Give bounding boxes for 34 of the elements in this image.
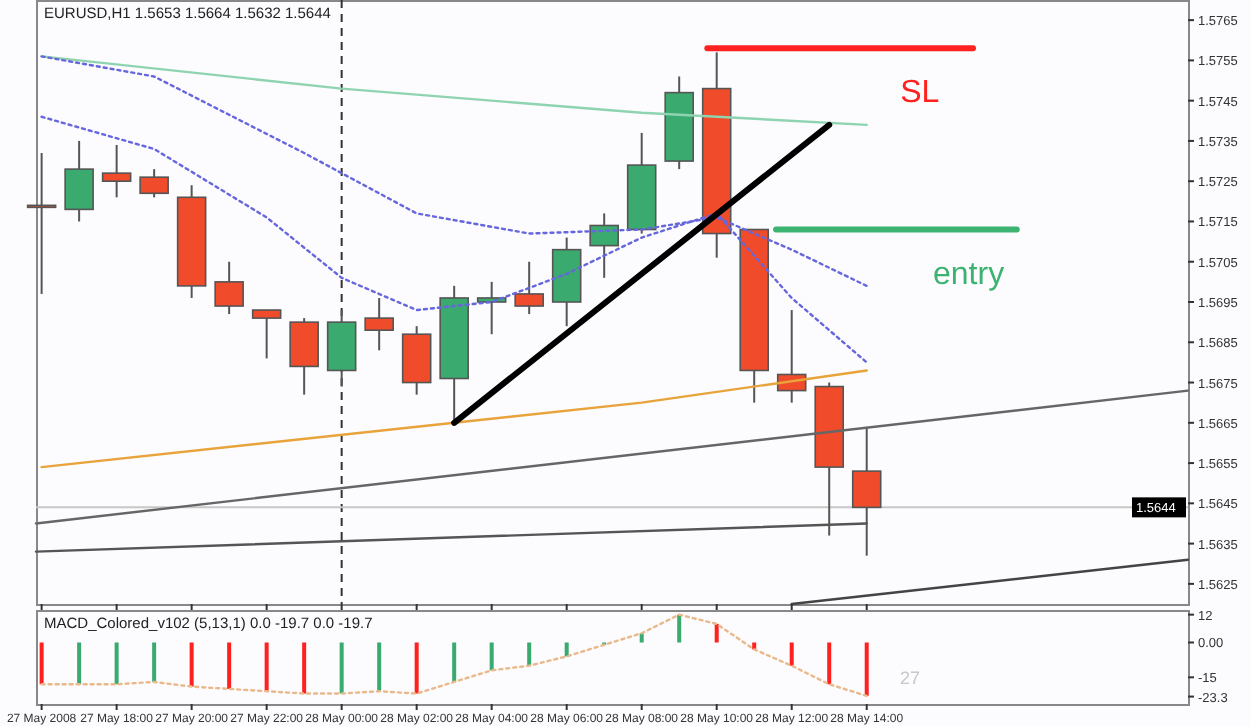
bar (77, 642, 82, 685)
candlestick (514, 260, 544, 316)
bar (677, 614, 682, 643)
candlestick (289, 317, 319, 396)
candlestick (251, 309, 282, 360)
bar (527, 642, 532, 666)
line-series (40, 613, 868, 698)
bar (452, 642, 457, 682)
bar (264, 642, 269, 692)
bar (189, 642, 194, 687)
series-label: entry (933, 257, 1005, 292)
bar (827, 642, 832, 685)
bar (864, 642, 869, 696)
bar (339, 642, 344, 694)
candlestick (589, 212, 619, 279)
bar (714, 623, 719, 643)
bar (114, 642, 119, 685)
bar (752, 642, 757, 650)
candlestick (139, 168, 169, 199)
bar (489, 642, 494, 671)
candlestick (364, 296, 394, 352)
line-series (40, 55, 868, 127)
candlestick (64, 139, 94, 223)
bar (227, 642, 232, 689)
candlestick (214, 260, 244, 316)
series-label: SL (900, 76, 940, 111)
bar (152, 642, 157, 682)
bar (564, 642, 569, 657)
bar (377, 642, 382, 692)
candlestick (101, 143, 132, 199)
bar (302, 642, 307, 694)
bar (789, 642, 794, 666)
bar (39, 642, 44, 685)
bar (414, 642, 419, 694)
